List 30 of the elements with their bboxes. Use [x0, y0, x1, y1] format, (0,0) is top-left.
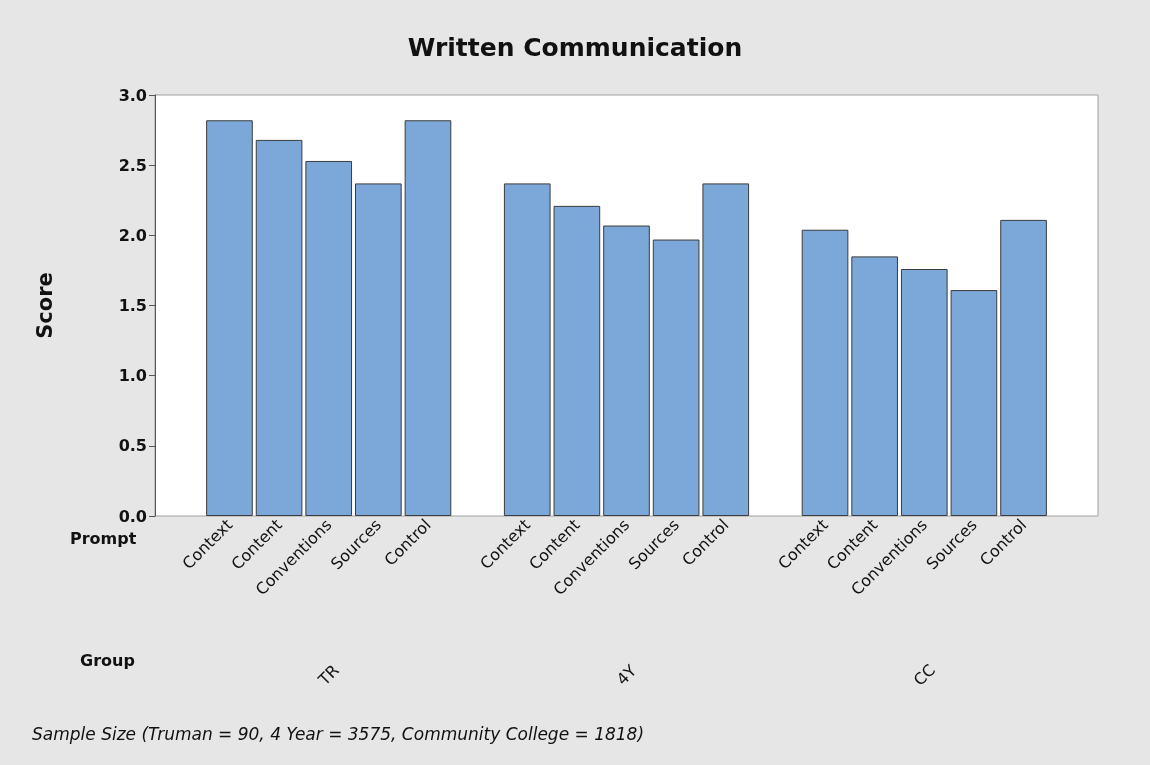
text: 4Y — [612, 661, 641, 689]
bar — [950, 290, 998, 516]
bar — [553, 205, 601, 516]
bar — [255, 139, 303, 516]
y-tick-label: 2.0 — [118, 225, 147, 245]
text: TR — [313, 660, 343, 690]
y-tick-label: 0.0 — [118, 506, 147, 526]
bar — [900, 269, 948, 516]
bar — [355, 183, 402, 516]
bar — [206, 120, 253, 516]
y-tick-label: 0.5 — [118, 436, 147, 456]
text: Sample Size (Truman = 90, 4 Year = 3575, Community College = 1818) — [32, 723, 645, 744]
text: Group — [80, 650, 135, 670]
y-tick-label: 1.5 — [118, 296, 147, 315]
y-axis-title: Score — [32, 272, 57, 339]
y-tick-label: 1.0 — [118, 366, 147, 386]
bar — [305, 160, 353, 516]
bar — [603, 225, 650, 516]
bar — [652, 239, 700, 516]
y-tick-label: 3.0 — [118, 85, 147, 105]
x-axis-title: Prompt — [70, 528, 137, 548]
bar — [404, 120, 452, 516]
bar — [702, 183, 750, 516]
bar — [503, 183, 551, 516]
text: CC — [909, 660, 939, 690]
bar — [1000, 219, 1047, 516]
bar — [851, 256, 898, 516]
chart-title: Written Communication — [407, 33, 743, 62]
bar — [801, 229, 849, 516]
y-tick-label: 2.5 — [118, 155, 147, 175]
